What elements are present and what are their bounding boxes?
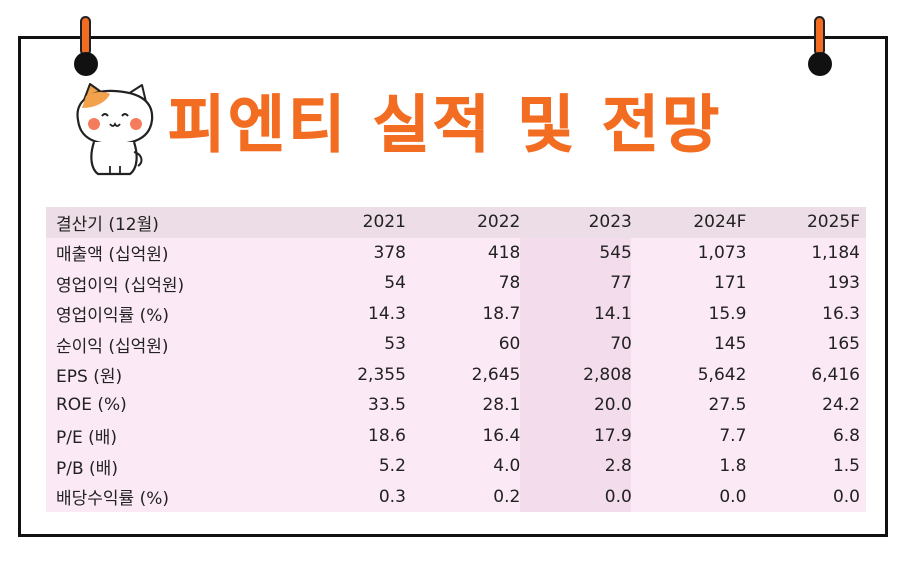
table-cell: 2,808 (583, 364, 632, 385)
table-cell: 15.9 (708, 303, 747, 324)
table-row: EPS (원) 2,355 2,645 2,808 5,642 6,416 (46, 360, 866, 391)
row-label: P/B (배) (56, 458, 118, 479)
table-cell: 0.0 (604, 486, 632, 507)
table-cell: 0.2 (493, 486, 521, 507)
table-cell: 0.3 (378, 486, 406, 507)
table-cell: 14.3 (368, 303, 406, 324)
table-cell: 14.1 (593, 303, 632, 324)
table-cell: 18.6 (368, 425, 406, 446)
table-row: 영업이익률 (%) 14.3 18.7 14.1 15.9 16.3 (46, 299, 866, 330)
header-cell: 2023 (588, 212, 632, 233)
header-cell: 2021 (362, 212, 406, 233)
header-cell: 결산기 (12월) (56, 214, 159, 235)
row-label: P/E (배) (56, 428, 118, 449)
table-cell: 1,073 (697, 242, 747, 263)
table-row: 배당수익률 (%) 0.3 0.2 0.0 0.0 0.0 (46, 482, 866, 513)
cat-mascot-icon (76, 83, 154, 176)
table-cell: 78 (498, 273, 521, 294)
table-cell: 5.2 (378, 456, 406, 477)
table-row: 순이익 (십억원) 53 60 70 145 165 (46, 329, 866, 360)
table-cell: 378 (373, 242, 406, 263)
table-cell: 53 (384, 334, 406, 355)
binder-clip-icon (808, 16, 832, 76)
row-label: ROE (%) (56, 395, 127, 416)
header-cell: 2024F (693, 212, 747, 233)
row-label: EPS (원) (56, 367, 123, 388)
header-cell: 2022 (477, 212, 521, 233)
table-cell: 5,642 (697, 364, 747, 385)
table-row: P/E (배) 18.6 16.4 17.9 7.7 6.8 (46, 421, 866, 452)
table-cell: 27.5 (708, 395, 747, 416)
table-cell: 145 (713, 334, 747, 355)
table-cell: 545 (599, 242, 632, 263)
table-cell: 17.9 (593, 425, 632, 446)
table-cell: 0.0 (719, 486, 747, 507)
table-cell: 60 (498, 334, 521, 355)
table-cell: 171 (713, 273, 747, 294)
row-label: 배당수익률 (%) (56, 489, 170, 510)
table-cell: 2.8 (604, 456, 632, 477)
table-cell: 70 (610, 334, 632, 355)
binder-clip-icon (74, 16, 98, 76)
page-title: 피엔티 실적 및 전망 (167, 88, 723, 162)
row-label: 순이익 (십억원) (56, 336, 169, 357)
row-label: 영업이익률 (%) (56, 306, 170, 327)
table-cell: 33.5 (368, 395, 406, 416)
table-cell: 16.4 (482, 425, 521, 446)
table-row: P/B (배) 5.2 4.0 2.8 1.8 1.5 (46, 451, 866, 482)
table-cell: 24.2 (822, 395, 860, 416)
table-cell: 6.8 (832, 425, 860, 446)
table-cell: 18.7 (482, 303, 521, 324)
table-cell: 1.5 (832, 456, 860, 477)
financial-table-container: 결산기 (12월) 2021 2022 2023 2024F 2025F 매출액… (46, 207, 866, 512)
table-cell: 20.0 (593, 395, 632, 416)
table-cell: 2,645 (471, 364, 521, 385)
table-row: 매출액 (십억원) 378 418 545 1,073 1,184 (46, 238, 866, 269)
table-cell: 7.7 (719, 425, 747, 446)
header-cell: 2025F (806, 212, 860, 233)
column-highlight-2023 (520, 237, 631, 512)
row-label: 매출액 (십억원) (56, 245, 169, 266)
table-cell: 4.0 (493, 456, 521, 477)
table-cell: 28.1 (482, 395, 521, 416)
table-cell: 193 (827, 273, 860, 294)
table-row: ROE (%) 33.5 28.1 20.0 27.5 24.2 (46, 390, 866, 421)
table-cell: 16.3 (822, 303, 860, 324)
table-cell: 77 (610, 273, 632, 294)
table-cell: 165 (827, 334, 860, 355)
table-cell: 6,416 (811, 364, 860, 385)
row-label: 영업이익 (십억원) (56, 275, 185, 296)
table-row: 영업이익 (십억원) 54 78 77 171 193 (46, 268, 866, 299)
table-cell: 2,355 (357, 364, 406, 385)
table-cell: 54 (384, 273, 406, 294)
table-cell: 418 (487, 242, 521, 263)
table-cell: 1,184 (811, 242, 860, 263)
financial-table: 결산기 (12월) 2021 2022 2023 2024F 2025F 매출액… (46, 207, 866, 512)
table-header-row: 결산기 (12월) 2021 2022 2023 2024F 2025F (46, 207, 866, 238)
table-cell: 0.0 (832, 486, 860, 507)
table-cell: 1.8 (719, 456, 747, 477)
